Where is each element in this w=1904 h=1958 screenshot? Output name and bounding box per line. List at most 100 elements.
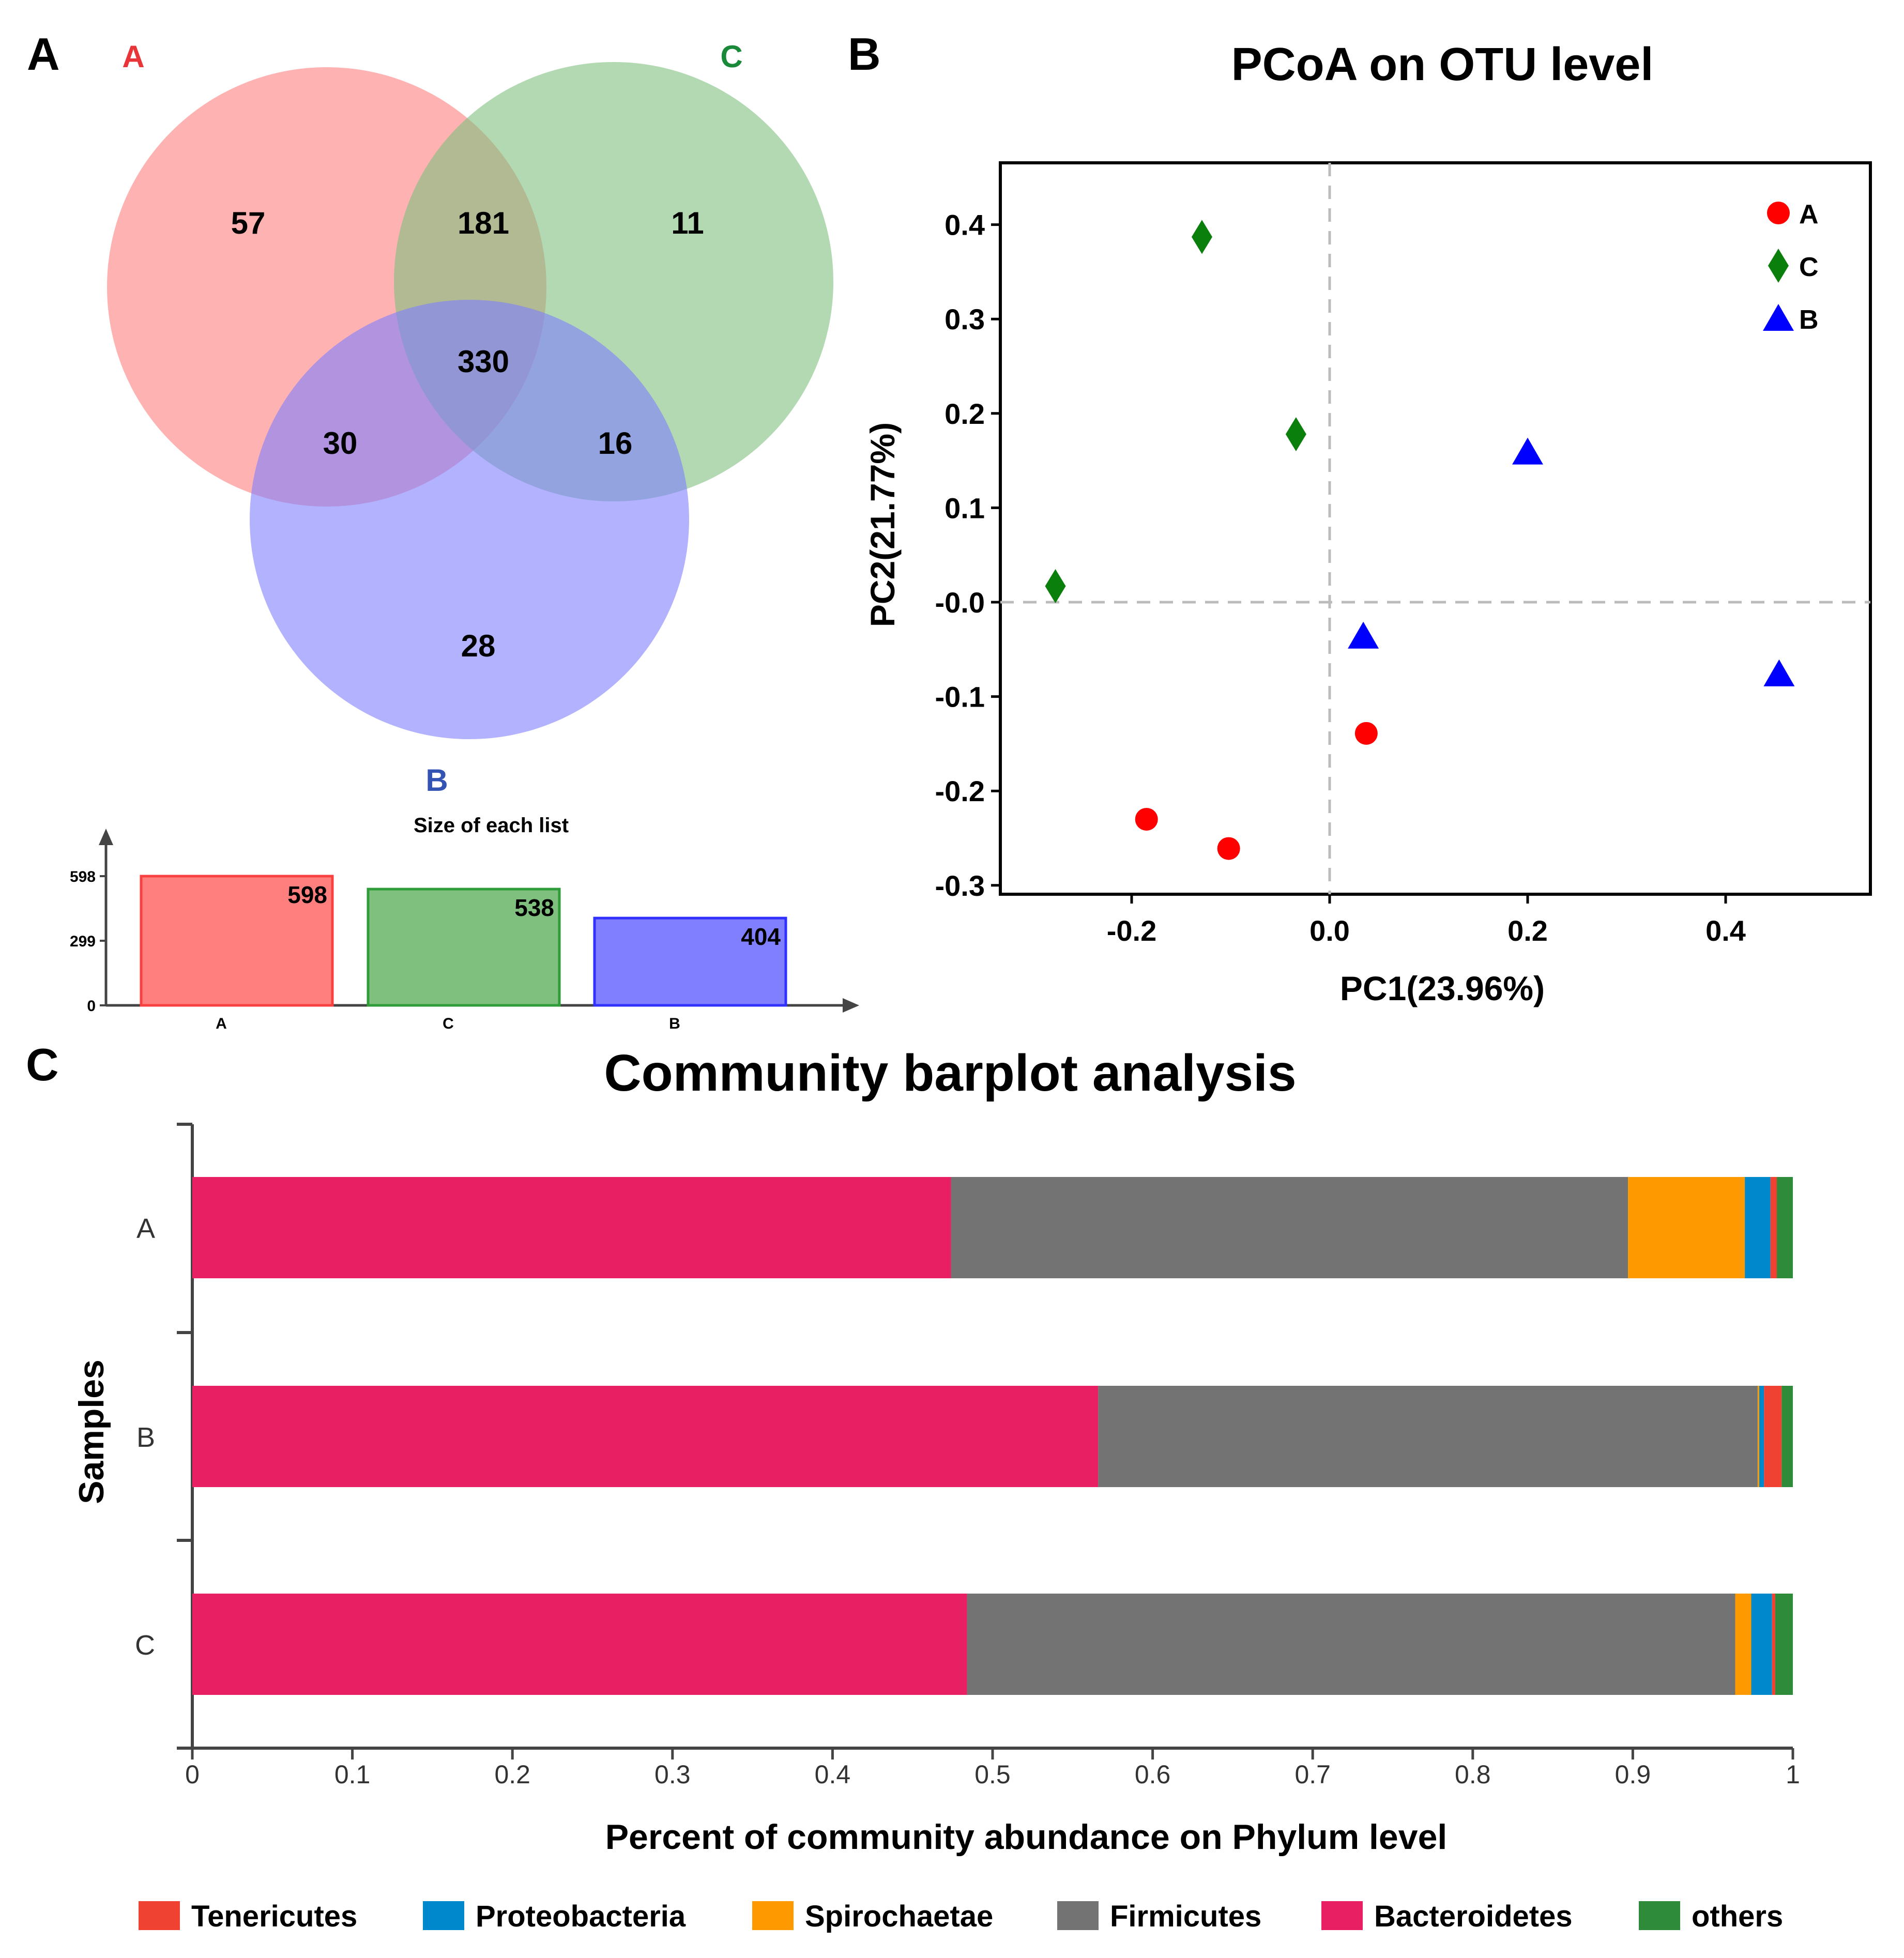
size-of-each-list-chart: Size of each list 598 299 0 598 A 538 C 404 B — [70, 814, 859, 1032]
size-bar-value-label: 538 — [514, 894, 554, 921]
barplot-legend-label: Bacteroidetes — [1374, 1900, 1573, 1933]
size-chart-y-arrow — [99, 829, 113, 845]
pcoa-point-a — [1354, 722, 1378, 745]
barplot-segment-bacteroidetes — [192, 1386, 1099, 1487]
barplot-segment-tenericutes — [1772, 1594, 1775, 1695]
barplot-segment-firmicutes — [951, 1177, 1628, 1278]
barplot-segment-proteobacteria — [1745, 1177, 1771, 1278]
pcoa-legend-marker-c — [1768, 249, 1789, 283]
venn-region-a-c: 181 — [458, 206, 509, 240]
venn-region-a-only: 57 — [231, 206, 266, 240]
size-bar-value-label: 598 — [287, 881, 327, 908]
size-chart-title: Size of each list — [414, 814, 569, 837]
barplot-segment-firmicutes — [967, 1594, 1735, 1695]
size-bar-category-label: B — [669, 1015, 680, 1032]
pcoa-x-tick-label: -0.2 — [1107, 914, 1157, 947]
barplot-legend-label: Tenericutes — [191, 1900, 357, 1933]
pcoa-y-tick-label: 0.2 — [945, 397, 985, 430]
pcoa-point-b — [1512, 437, 1543, 465]
pcoa-plot-frame — [999, 161, 1872, 896]
pcoa-legend-label: C — [1799, 252, 1819, 282]
barplot-segment-proteobacteria — [1759, 1386, 1764, 1487]
barplot-x-tick-label: 0.6 — [1135, 1760, 1171, 1789]
barplot-segment-proteobacteria — [1751, 1594, 1772, 1695]
barplot-category-label: A — [136, 1213, 155, 1244]
barplot-category-label: C — [135, 1630, 155, 1661]
size-bar-category-label: A — [216, 1015, 227, 1032]
pcoa-point-a — [1217, 837, 1240, 860]
barplot-segment-others — [1781, 1386, 1793, 1487]
panel-label-b: B — [848, 28, 881, 80]
size-bar-b — [593, 916, 787, 1007]
barplot-category-label: B — [136, 1422, 155, 1453]
pcoa-y-tick-label: -0.3 — [935, 869, 985, 902]
pcoa-legend-marker-a — [1767, 202, 1790, 224]
panel-a-venn: A A C B 57 181 11 330 30 16 28 — [27, 28, 833, 798]
panel-b-pcoa: B PCoA on OTU level -0.2 0.0 0.2 0.4 0.4 0.3 0… — [848, 28, 1872, 1007]
size-bar-value-label: 404 — [741, 923, 781, 950]
pcoa-x-tick-label: 0.0 — [1309, 914, 1350, 947]
venn-region-a-b-c: 330 — [458, 344, 509, 379]
barplot-legend-swatch-bacteroidetes — [1321, 1901, 1363, 1930]
venn-region-a-b: 30 — [323, 426, 358, 461]
pcoa-y-tick-label: 0.4 — [945, 209, 985, 241]
pcoa-y-tick-label: -0.2 — [935, 775, 985, 807]
barplot-x-tick-label: 1 — [1786, 1760, 1800, 1789]
barplot-legend-swatch-tenericutes — [139, 1901, 180, 1930]
panel-label-c: C — [26, 1039, 59, 1090]
barplot-x-tick-label: 0.2 — [494, 1760, 530, 1789]
size-bar-c — [367, 888, 561, 1007]
barplot-x-tick-label: 0.5 — [974, 1760, 1011, 1789]
pcoa-legend: ACB — [1763, 200, 1819, 335]
pcoa-x-tick-label: 0.2 — [1507, 914, 1548, 947]
size-bar-category-label: C — [443, 1015, 454, 1032]
barplot-segment-spirochaetae — [1735, 1594, 1751, 1695]
barplot-segment-tenericutes — [1770, 1177, 1777, 1278]
panel-label-a: A — [27, 28, 60, 80]
pcoa-title: PCoA on OTU level — [1231, 39, 1654, 90]
pcoa-y-label: PC2(21.77%) — [863, 422, 902, 627]
barplot-segment-others — [1775, 1594, 1793, 1695]
barplot-x-tick-label: 0.3 — [654, 1760, 691, 1789]
barplot-segment-spirochaetae — [1757, 1386, 1759, 1487]
pcoa-x-tick-label: 0.4 — [1705, 914, 1746, 947]
pcoa-point-b — [1348, 621, 1379, 649]
pcoa-legend-marker-b — [1763, 304, 1794, 331]
barplot-legend-swatch-spirochaetae — [752, 1901, 794, 1930]
pcoa-y-tick-label: -0.0 — [935, 586, 985, 619]
barplot-x-tick-label: 0 — [185, 1760, 200, 1789]
barplot-x-tick-label: 0.4 — [815, 1760, 851, 1789]
barplot-segment-firmicutes — [1098, 1386, 1758, 1487]
pcoa-point-c — [1045, 569, 1066, 603]
pcoa-x-label: PC1(23.96%) — [1340, 969, 1545, 1007]
barplot-x-tick-label: 0.7 — [1294, 1760, 1331, 1789]
pcoa-point-c — [1285, 417, 1306, 451]
venn-region-c-only: 11 — [671, 206, 704, 240]
pcoa-point-b — [1763, 659, 1795, 686]
panel-c-community-barplot: C Community barplot analysis 0 0.1 0.2 0.3 0… — [26, 1039, 1800, 1933]
pcoa-legend-label: A — [1799, 200, 1819, 230]
venn-circle-b — [250, 300, 689, 739]
venn-set-label-c: C — [720, 39, 742, 74]
venn-region-b-c: 16 — [598, 426, 633, 461]
barplot-segment-bacteroidetes — [192, 1177, 951, 1278]
size-chart-y-tick-label: 0 — [87, 998, 96, 1015]
barplot-segment-tenericutes — [1764, 1386, 1782, 1487]
size-chart-y-tick-label: 598 — [70, 868, 96, 885]
venn-set-label-b: B — [425, 763, 448, 798]
barplot-y-label: Samples — [72, 1359, 111, 1504]
barplot-x-label: Percent of community abundance on Phylum… — [605, 1817, 1448, 1857]
barplot-title: Community barplot analysis — [604, 1044, 1296, 1102]
size-chart-x-arrow — [843, 998, 859, 1013]
barplot-legend-label: Proteobacteria — [476, 1900, 686, 1933]
barplot-segment-others — [1777, 1177, 1793, 1278]
barplot-segment-spirochaetae — [1628, 1177, 1745, 1278]
barplot-legend-label: Spirochaetae — [805, 1900, 993, 1933]
pcoa-y-tick-label: 0.1 — [945, 492, 985, 524]
pcoa-point-a — [1135, 807, 1158, 831]
barplot-x-tick-label: 0.9 — [1615, 1760, 1651, 1789]
pcoa-y-tick-label: -0.1 — [935, 681, 985, 713]
venn-set-label-a: A — [122, 39, 144, 74]
pcoa-point-c — [1191, 220, 1212, 254]
barplot-x-tick-label: 0.8 — [1455, 1760, 1491, 1789]
